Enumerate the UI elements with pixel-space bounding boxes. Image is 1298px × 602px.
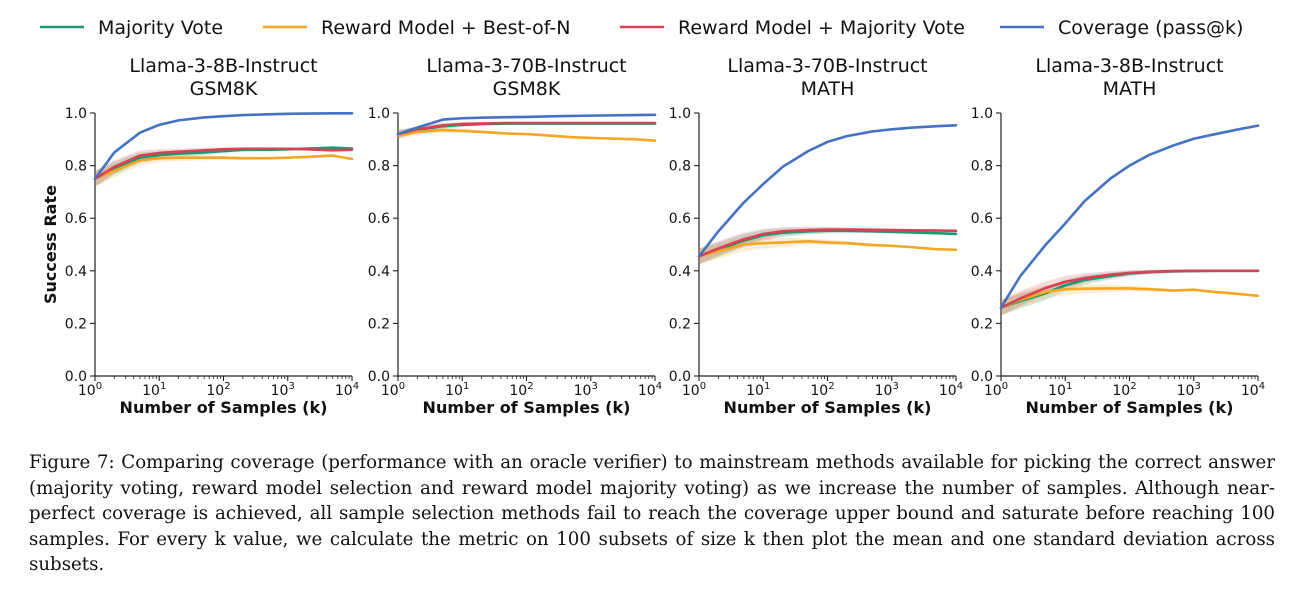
y-tick-label: 1.0 (368, 106, 390, 122)
y-tick-label: 0.0 (65, 369, 87, 385)
x-tick-label: 104 (939, 381, 963, 399)
panel-title-model: Llama-3-70B-Instruct (426, 55, 626, 77)
y-tick-label: 0.2 (368, 316, 390, 332)
band-majority-vote (95, 146, 352, 187)
x-axis-label: Number of Samples (k) (120, 398, 328, 417)
legend-label: Majority Vote (98, 17, 223, 39)
x-tick-label: 102 (206, 381, 230, 399)
x-tick-label: 104 (335, 381, 359, 399)
panel-title-dataset: GSM8K (493, 78, 561, 100)
legend: Majority Vote Reward Model + Best-of-N Rew… (40, 17, 1243, 39)
y-tick-label: 0.6 (65, 211, 87, 227)
line-reward-model-best-of-n (999, 287, 1260, 309)
x-tick-label: 102 (509, 381, 533, 399)
y-tick-label: 1.0 (669, 106, 691, 122)
line-reward-model-best-of-n (396, 128, 657, 142)
x-tick-label: 103 (875, 381, 899, 399)
x-tick-label: 100 (381, 381, 405, 399)
legend-item-reward-model-majority-vote: Reward Model + Majority Vote (620, 17, 965, 39)
x-tick-label: 101 (1048, 381, 1072, 399)
x-tick-label: 100 (984, 381, 1008, 399)
panel-title-model: Llama-3-70B-Instruct (727, 55, 927, 77)
band-reward-model-best-of-n (699, 237, 956, 265)
y-tick-label: 1.0 (65, 106, 87, 122)
band-reward-model-best-of-n (1001, 283, 1258, 316)
legend-label: Reward Model + Best-of-N (321, 17, 570, 39)
x-tick-label: 100 (78, 381, 102, 399)
x-tick-label: 101 (445, 381, 469, 399)
line-reward-model-majority-vote (93, 147, 354, 181)
legend-item-majority-vote: Majority Vote (40, 17, 223, 39)
x-tick-label: 103 (1177, 381, 1201, 399)
x-tick-label: 101 (142, 381, 166, 399)
y-tick-label: 0.8 (669, 159, 691, 175)
legend-label: Coverage (pass@k) (1058, 17, 1243, 39)
y-tick-label: 0.4 (65, 264, 87, 280)
figure-caption: Figure 7: Comparing coverage (performanc… (29, 452, 1275, 575)
y-tick-label: 0.8 (368, 159, 390, 175)
x-tick-label: 104 (638, 381, 662, 399)
x-tick-label: 101 (746, 381, 770, 399)
band-majority-vote (398, 122, 655, 138)
panel-title-model: Llama-3-8B-Instruct (129, 55, 317, 77)
band-majority-vote (699, 228, 956, 265)
y-tick-label: 0.0 (669, 369, 691, 385)
y-tick-label: 0.2 (669, 316, 691, 332)
panel-title-dataset: GSM8K (190, 78, 258, 100)
line-coverage-pass-k (93, 111, 354, 181)
x-tick-label: 102 (1112, 381, 1136, 399)
line-coverage-pass-k (999, 124, 1260, 309)
y-axis-label: Success Rate (41, 185, 60, 304)
y-tick-label: 0.6 (669, 211, 691, 227)
panel-title-model: Llama-3-8B-Instruct (1035, 55, 1223, 77)
x-axis-label: Number of Samples (k) (423, 398, 631, 417)
y-tick-label: 0.0 (971, 369, 993, 385)
y-tick-label: 0.8 (65, 159, 87, 175)
chart-panels: Llama-3-8B-InstructGSM8K0.00.20.40.60.81… (41, 55, 1265, 417)
line-reward-model-majority-vote (697, 228, 958, 258)
figure: Majority Vote Reward Model + Best-of-N Rew… (40, 17, 1265, 417)
x-tick-label: 103 (574, 381, 598, 399)
y-tick-label: 0.6 (971, 211, 993, 227)
y-tick-label: 1.0 (971, 106, 993, 122)
y-tick-label: 0.2 (65, 316, 87, 332)
line-coverage-pass-k (396, 113, 657, 136)
line-reward-model-majority-vote (999, 269, 1260, 309)
line-reward-model-best-of-n (697, 240, 958, 258)
y-tick-label: 0.6 (368, 211, 390, 227)
panel-title-dataset: MATH (801, 78, 855, 100)
legend-label: Reward Model + Majority Vote (678, 17, 965, 39)
x-axis-label: Number of Samples (k) (1026, 398, 1234, 417)
x-axis-label: Number of Samples (k) (724, 398, 932, 417)
y-tick-label: 0.4 (971, 264, 993, 280)
x-tick-label: 100 (682, 381, 706, 399)
y-tick-label: 0.4 (669, 264, 691, 280)
x-tick-label: 102 (810, 381, 834, 399)
y-tick-label: 0.2 (971, 316, 993, 332)
legend-item-coverage-pass-k: Coverage (pass@k) (1000, 17, 1243, 39)
x-tick-label: 103 (271, 381, 295, 399)
legend-item-reward-model-best-of-n: Reward Model + Best-of-N (263, 17, 570, 39)
y-tick-label: 0.4 (368, 264, 390, 280)
x-tick-label: 104 (1241, 381, 1265, 399)
line-reward-model-best-of-n (93, 154, 354, 181)
line-coverage-pass-k (697, 124, 958, 258)
y-tick-label: 0.8 (971, 159, 993, 175)
y-tick-label: 0.0 (368, 369, 390, 385)
panel-title-dataset: MATH (1103, 78, 1157, 100)
line-reward-model-majority-vote (396, 121, 657, 136)
